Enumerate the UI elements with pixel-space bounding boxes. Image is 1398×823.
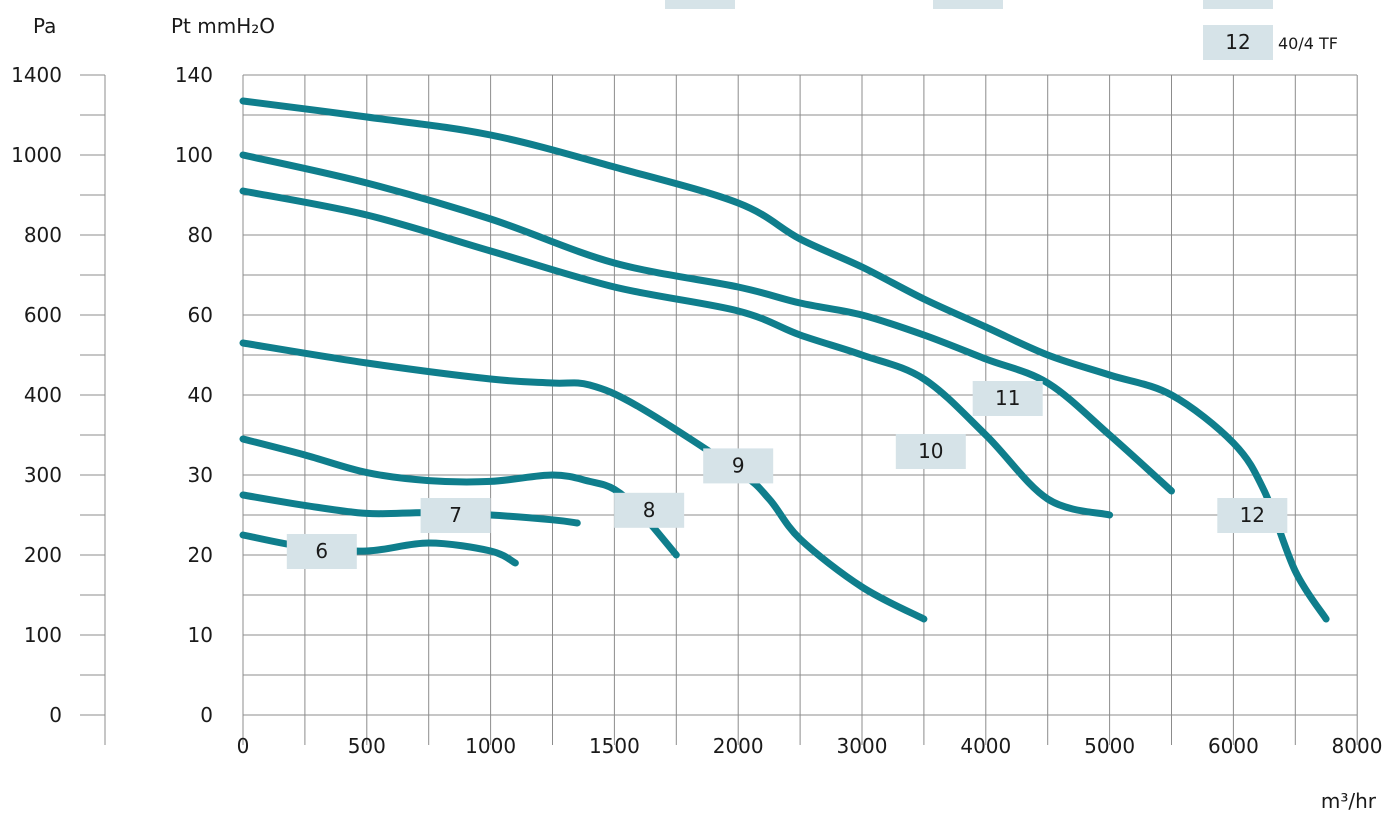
- legend-label: 40/4 TF: [1278, 34, 1338, 53]
- y-tick-label-pa: 600: [24, 303, 62, 327]
- x-tick-label: 1000: [465, 734, 516, 758]
- x-tick-label: 0: [237, 734, 250, 758]
- curve-tag-10: 10: [895, 434, 966, 469]
- curve-tag-label: 11: [995, 386, 1020, 410]
- legend-swatch: [933, 0, 1003, 9]
- curve-tag-6: 6: [286, 534, 357, 569]
- legend-swatch: [1203, 25, 1273, 60]
- y-tick-label-mmh2o: 20: [188, 543, 213, 567]
- y-tick-label-pa: 100: [24, 623, 62, 647]
- legend-item: [1203, 0, 1273, 9]
- curve-7: [239, 491, 581, 527]
- legend-item: 12 40/4 TF: [1203, 25, 1338, 60]
- y-tick-label-pa: 800: [24, 223, 62, 247]
- curve-tag-label: 10: [918, 439, 943, 463]
- tick-labels: 0100200300400600800100014000102030406080…: [11, 63, 1382, 758]
- left-axis: [80, 74, 106, 745]
- curve-tag-12: 12: [1217, 498, 1288, 533]
- x-tick-label: 2000: [713, 734, 764, 758]
- legend-item: 25/4 TF: [933, 0, 1068, 9]
- y-tick-label-pa: 400: [24, 383, 62, 407]
- y-tick-label-mmh2o: 10: [188, 623, 213, 647]
- curve-tag-7: 7: [420, 498, 491, 533]
- y-axis-label-mmh2o: Pt mmH₂O: [171, 14, 275, 38]
- y-tick-label-mmh2o: 40: [188, 383, 213, 407]
- curve-tag-11: 11: [972, 381, 1043, 416]
- curve-tag-bg: [703, 448, 774, 484]
- legend: 17/4 TF 25/4 TF 12 40/4 TF: [665, 0, 1338, 60]
- curve-tags: 6 7 8 9 10 11 12: [286, 381, 1288, 569]
- x-tick-label: 5000: [1084, 734, 1135, 758]
- y-axis-label-pa: Pa: [33, 14, 56, 38]
- curve-tag-label: 9: [732, 453, 745, 477]
- x-tick-label: 8000: [1332, 734, 1383, 758]
- legend-item: 17/4 TF: [665, 0, 800, 9]
- y-tick-label-mmh2o: 0: [200, 703, 213, 727]
- curve-11: [239, 151, 1175, 495]
- y-tick-label-mmh2o: 80: [188, 223, 213, 247]
- x-tick-label: 1500: [589, 734, 640, 758]
- curve-tag-bg: [972, 381, 1043, 416]
- y-tick-label-pa: 300: [24, 463, 62, 487]
- x-tick-label: 6000: [1208, 734, 1259, 758]
- curve-tag-label: 7: [449, 503, 462, 527]
- x-axis-label: m³/hr: [1321, 789, 1377, 813]
- legend-label: 25/4 TF: [1008, 0, 1068, 2]
- curve-6: [239, 531, 519, 567]
- y-tick-label-pa: 1400: [11, 63, 62, 87]
- curve-10: [239, 187, 1114, 519]
- legend-swatch: [1203, 0, 1273, 9]
- legend-swatch: [665, 0, 735, 9]
- curve-9: [239, 339, 928, 623]
- curve-tag-8: 8: [614, 492, 685, 528]
- y-tick-label-mmh2o: 100: [175, 143, 213, 167]
- y-tick-label-pa: 1000: [11, 143, 62, 167]
- y-tick-label-mmh2o: 60: [188, 303, 213, 327]
- curve-12: [239, 97, 1330, 623]
- y-tick-label-pa: 0: [49, 703, 62, 727]
- legend-tag: 12: [1225, 30, 1250, 54]
- y-tick-label-mmh2o: 30: [188, 463, 213, 487]
- y-tick-label-pa: 200: [24, 543, 62, 567]
- curve-tag-label: 8: [643, 498, 656, 522]
- curve-tag-bg: [286, 534, 357, 569]
- curve-tag-bg: [1217, 498, 1288, 533]
- curves: [239, 97, 1330, 623]
- x-tick-label: 500: [348, 734, 386, 758]
- curve-tag-bg: [895, 434, 966, 469]
- curve-tag-label: 6: [315, 539, 328, 563]
- curve-tag-bg: [614, 492, 685, 528]
- curve-tag-bg: [420, 498, 491, 533]
- y-tick-label-mmh2o: 140: [175, 63, 213, 87]
- curve-tag-9: 9: [703, 448, 774, 484]
- legend-label: 17/4 TF: [740, 0, 800, 2]
- x-tick-label: 3000: [837, 734, 888, 758]
- curve-tag-label: 12: [1240, 503, 1265, 527]
- x-tick-label: 4000: [960, 734, 1011, 758]
